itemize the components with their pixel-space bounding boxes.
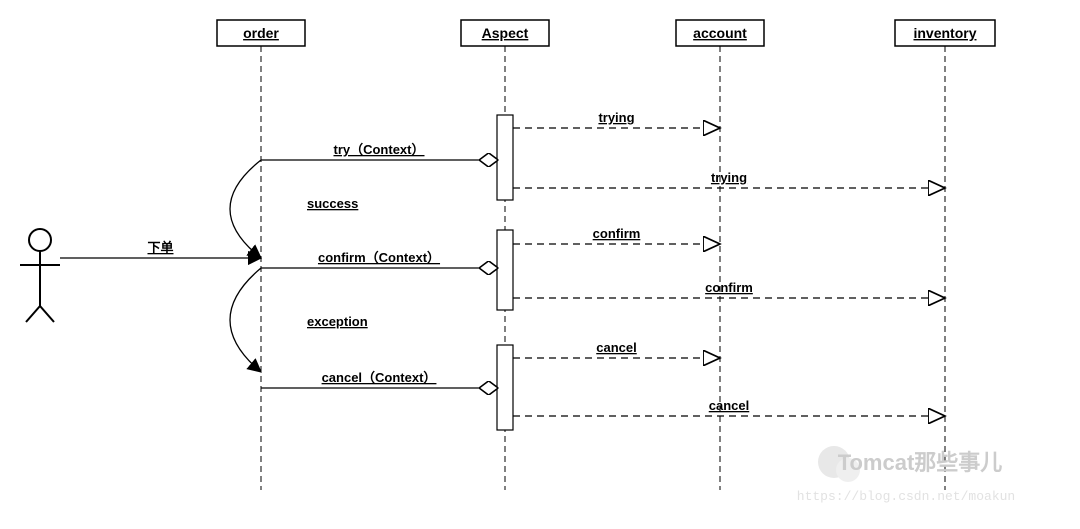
actor-layer	[20, 229, 60, 322]
self-curve-success	[230, 160, 261, 258]
self-curve-label-exception: exception	[307, 314, 368, 329]
message-label-cancel_acc: cancel	[596, 340, 636, 355]
lifeline-label-order: order	[243, 25, 279, 41]
lifeline-label-aspect: Aspect	[482, 25, 529, 41]
self-curve-label-success: success	[307, 196, 358, 211]
self-curve-exception	[230, 268, 261, 372]
watermark-layer: Tomcat那些事儿 https://blog.csdn.net/moakun	[797, 446, 1015, 504]
message-label-confirm: confirm（Context）	[318, 250, 440, 265]
message-label-confirm_inv: confirm	[705, 280, 753, 295]
activations-layer	[497, 115, 513, 430]
self-curves-layer: success exception	[230, 160, 368, 372]
message-label-trying_inv: trying	[711, 170, 747, 185]
actor-leg-r	[40, 306, 54, 322]
activation-aspect_confirm	[497, 230, 513, 310]
lifeline-label-inventory: inventory	[913, 25, 976, 41]
message-label-cancel: cancel（Context）	[322, 370, 437, 385]
message-label-place_order: 下单	[147, 240, 173, 255]
message-label-trying_acc: trying	[598, 110, 634, 125]
watermark-text: Tomcat那些事儿	[838, 450, 1003, 475]
sequence-diagram: order Aspect account inventory success excep…	[0, 0, 1080, 524]
message-label-try: try（Context）	[333, 142, 424, 157]
activation-aspect_cancel	[497, 345, 513, 430]
activation-aspect_try	[497, 115, 513, 200]
message-label-cancel_inv: cancel	[709, 398, 749, 413]
watermark-url: https://blog.csdn.net/moakun	[797, 489, 1015, 504]
message-label-confirm_acc: confirm	[593, 226, 641, 241]
lifeline-label-account: account	[693, 25, 747, 41]
actor-head-icon	[29, 229, 51, 251]
actor-leg-l	[26, 306, 40, 322]
